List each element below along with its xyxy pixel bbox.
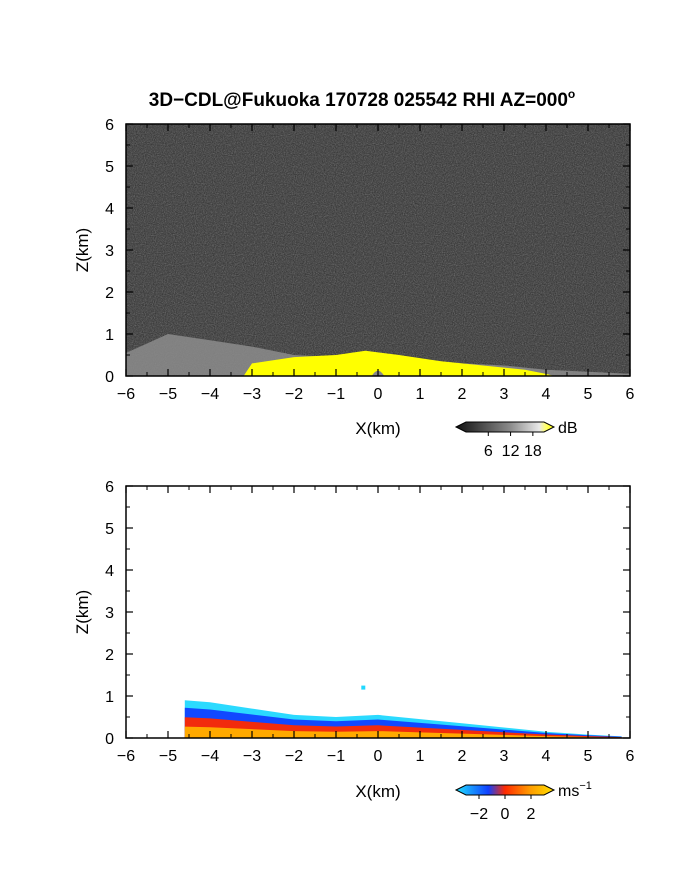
velocity-ytick-label: 2: [105, 647, 114, 664]
velocity-xtick-label: −5: [159, 748, 177, 765]
velocity-axis-ticks: −6 −5 −4 −3 −2 −1 0 1 2 3 4 5 6 0 1 2 3 4 5 6: [105, 479, 634, 765]
snr-xtick-label: 2: [458, 386, 467, 403]
velocity-xtick-label: 1: [416, 748, 425, 765]
velocity-ytick-label: 1: [105, 689, 114, 706]
velocity-colorbar-ticks: −2 0 2: [470, 795, 536, 823]
snr-colorbar-tick-label: 12: [502, 443, 520, 460]
velocity-xtick-label: −1: [327, 748, 345, 765]
velocity-colorbar-exponent: −1: [579, 780, 592, 792]
velocity-colorbar-label: ms−1: [558, 780, 592, 800]
snr-xtick-label: −6: [117, 386, 135, 403]
velocity-ytick-label: 6: [105, 479, 114, 496]
snr-xlabel: X(km): [355, 419, 400, 438]
snr-xtick-label: −1: [327, 386, 345, 403]
velocity-ytick-label: 5: [105, 521, 114, 538]
velocity-xlabel: X(km): [355, 782, 400, 801]
snr-colorbar-tick-label: 18: [524, 443, 542, 460]
snr-colorbar-ticks: 6 12 18: [484, 432, 542, 460]
velocity-colorbar: ms−1 −2 0 2: [454, 780, 592, 823]
velocity-ytick-label: 4: [105, 563, 114, 580]
snr-xtick-label: 0: [374, 386, 383, 403]
velocity-ytick-label: 3: [105, 605, 114, 622]
snr-ytick-label: 4: [105, 201, 114, 218]
snr-ytick-label: 6: [105, 117, 114, 134]
snr-colorbar-tick-label: 6: [484, 443, 493, 460]
snr-xtick-label: −3: [243, 386, 261, 403]
velocity-plot-background: [126, 486, 630, 738]
snr-xtick-label: −4: [201, 386, 219, 403]
velocity-xtick-label: 6: [626, 748, 635, 765]
velocity-ylabel: Z(km): [73, 590, 92, 634]
snr-ytick-label: 3: [105, 243, 114, 260]
velocity-xtick-label: −3: [243, 748, 261, 765]
velocity-colorbar-tick-label: −2: [470, 806, 488, 823]
velocity-xtick-label: 0: [374, 748, 383, 765]
snr-strong-echo: [243, 350, 555, 376]
velocity-xtick-label: −4: [201, 748, 219, 765]
snr-xtick-label: −5: [159, 386, 177, 403]
velocity-xtick-label: 5: [584, 748, 593, 765]
title-text: 3D−CDL@Fukuoka 170728 025542 RHI AZ=000: [149, 90, 568, 111]
velocity-colorbar-bar: [454, 784, 556, 796]
snr-colorbar-label: dB: [558, 420, 578, 437]
velocity-colorbar-tick-label: 2: [527, 806, 536, 823]
velocity-xtick-label: 4: [542, 748, 551, 765]
snr-ytick-label: 5: [105, 159, 114, 176]
snr-ytick-label: 1: [105, 327, 114, 344]
snr-ytick-label: 2: [105, 285, 114, 302]
snr-colorbar: dB 6 12 18: [454, 420, 578, 460]
snr-colorbar-bar: [454, 421, 556, 433]
snr-xtick-label: 6: [626, 386, 635, 403]
velocity-xtick-label: 3: [500, 748, 509, 765]
title-degree-mark: o: [568, 87, 575, 101]
snr-xtick-label: 4: [542, 386, 551, 403]
snr-xtick-label: 1: [416, 386, 425, 403]
snr-xtick-label: 5: [584, 386, 593, 403]
snr-axis-ticks: −6 −5 −4 −3 −2 −1 0 1 2 3 4 5 6 0 1 2 3 4 5 6: [105, 117, 634, 403]
velocity-panel: −6 −5 −4 −3 −2 −1 0 1 2 3 4 5 6 0 1 2 3 4 5 6 X(km) Z(km) m…: [73, 479, 635, 823]
velocity-colorbar-tick-label: 0: [501, 806, 510, 823]
snr-xtick-label: −2: [285, 386, 303, 403]
velocity-colorbar-unit: ms: [558, 783, 579, 800]
velocity-ytick-label: 0: [105, 731, 114, 748]
velocity-xtick-label: −6: [117, 748, 135, 765]
figure-title: 3D−CDL@Fukuoka 170728 025542 RHI AZ=000o: [149, 87, 576, 111]
velocity-xtick-label: 2: [458, 748, 467, 765]
snr-ylabel: Z(km): [73, 228, 92, 272]
velocity-xtick-label: −2: [285, 748, 303, 765]
snr-plot-noise-texture: [126, 124, 630, 376]
snr-ytick-label: 0: [105, 369, 114, 386]
snr-xtick-label: 3: [500, 386, 509, 403]
velocity-isolated-gate: [361, 685, 366, 690]
